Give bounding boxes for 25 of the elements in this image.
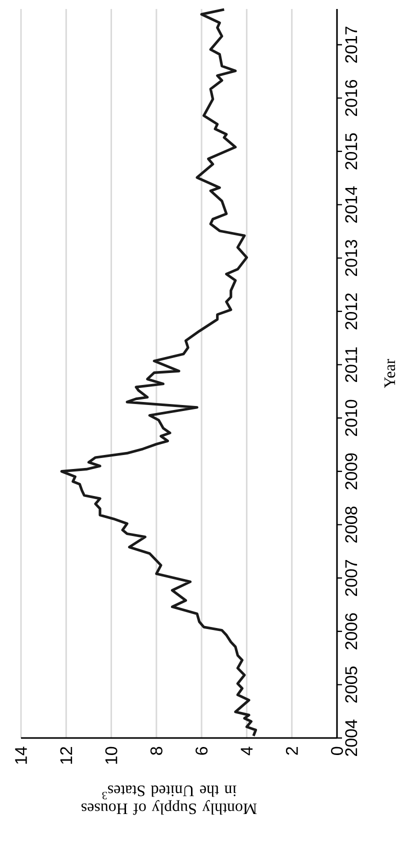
x-tick-label: 14 <box>15 746 27 764</box>
x-tick-label: 2 <box>286 747 298 755</box>
y-tick-label: 2016 <box>345 80 358 116</box>
x-axis-title: Monthly Supply of Houses in the United States$^{3}$ <box>81 786 257 815</box>
y-tick-label: 2014 <box>345 186 358 223</box>
y-tick-label: 2006 <box>345 613 358 650</box>
x-tick-label: 0 <box>331 746 343 755</box>
y-tick-label: 2010 <box>345 400 358 436</box>
y-tick-label: 2013 <box>345 240 358 276</box>
x-tick-label: 12 <box>60 747 72 764</box>
y-tick-label: 2008 <box>345 506 358 543</box>
y-tick-label: 2017 <box>345 26 358 63</box>
y-tick-label: 2011 <box>345 347 358 382</box>
y-tick-label: 2012 <box>345 293 358 330</box>
x-tick-label: 8 <box>150 746 162 755</box>
x-tick-label: 6 <box>196 746 208 755</box>
y-tick-label: 2009 <box>345 453 358 490</box>
y-axis-title: Year <box>384 358 396 388</box>
line-series <box>60 8 258 738</box>
x-tick-label: 10 <box>105 746 118 764</box>
y-tick-label: 2007 <box>345 560 358 596</box>
x-tick-label: 4 <box>240 746 253 756</box>
y-tick-label: 2004 <box>345 720 358 756</box>
y-tick-label: 2005 <box>345 666 358 703</box>
y-tick-label: 2015 <box>345 133 358 170</box>
